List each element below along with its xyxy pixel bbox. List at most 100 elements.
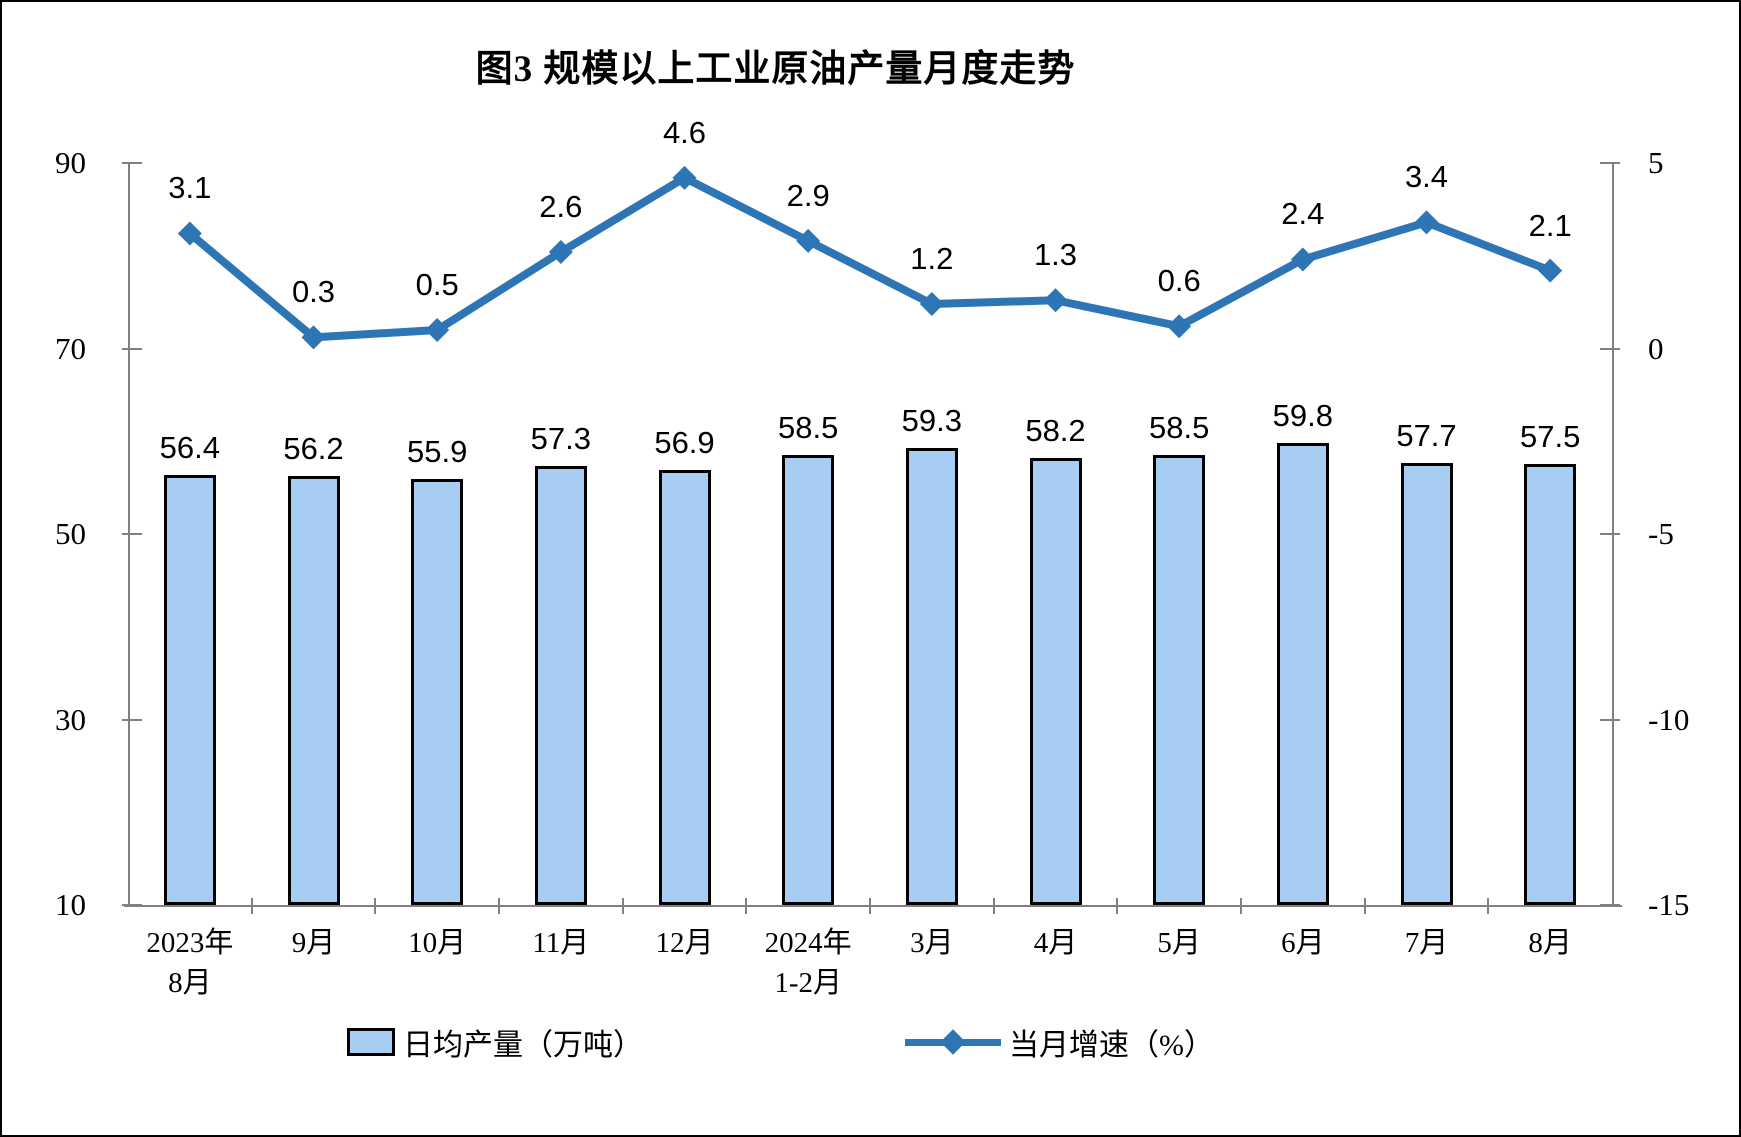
left-axis-tick-label: 50 <box>55 516 86 551</box>
y-axis-left-tick <box>122 718 142 721</box>
x-tick-label-line: 5月 <box>1157 927 1201 959</box>
bar <box>534 466 587 905</box>
line-value-label: 1.2 <box>910 240 954 276</box>
bar <box>1524 464 1577 905</box>
x-tick-label: 12月 <box>605 923 765 963</box>
line-value-label: 4.6 <box>662 114 707 150</box>
bar <box>1153 455 1206 905</box>
x-axis-tick <box>1116 898 1119 914</box>
trend-line <box>185 173 1555 342</box>
bar-value-label: 56.2 <box>283 431 344 467</box>
x-tick-label: 9月 <box>234 923 394 963</box>
x-tick-label-line: 6月 <box>1281 927 1325 959</box>
x-tick-label: 5月 <box>1099 923 1259 963</box>
line-point-marker-icon <box>425 317 450 342</box>
left-axis-tick-label: 70 <box>55 330 86 366</box>
x-tick-label: 7月 <box>1347 923 1507 963</box>
x-axis-tick <box>992 898 995 914</box>
x-tick-label: 11月 <box>481 923 641 963</box>
legend-bar-swatch <box>347 1028 395 1056</box>
bar-value-label: 58.2 <box>1025 412 1086 448</box>
line-value-label: 3.4 <box>1404 159 1449 195</box>
line-point-marker-icon <box>1414 210 1439 235</box>
line-point-marker-icon <box>919 291 944 316</box>
right-axis-tick-label: -10 <box>1648 701 1690 737</box>
bar-value-label: 57.5 <box>1519 419 1581 455</box>
x-tick-label-line: 9月 <box>291 927 336 959</box>
legend-item-bar-series: 日均产量（万吨） <box>347 1014 643 1070</box>
x-tick-label-line: 2023年 <box>146 927 234 959</box>
x-tick-label-line: 3月 <box>910 927 954 959</box>
x-tick-label: 2023年 8月 <box>110 923 270 1003</box>
x-axis-tick <box>250 898 253 914</box>
x-axis-tick <box>745 898 748 914</box>
y-axis-left-tick <box>122 904 142 906</box>
bar <box>1276 443 1329 905</box>
x-tick-label: 6月 <box>1223 923 1383 963</box>
line-value-label: 0.3 <box>291 274 336 310</box>
x-tick-label-line: 12月 <box>655 927 714 959</box>
line-value-label: 0.5 <box>415 266 459 302</box>
legend: 日均产量（万吨） 当月增速（%） <box>2 1014 1739 1074</box>
x-tick-label-line: 1-2月 <box>774 967 842 999</box>
x-axis-tick <box>1487 898 1490 914</box>
bar <box>1400 462 1453 905</box>
line-value-label: 2.1 <box>1528 207 1572 243</box>
right-axis-tick-label: -5 <box>1648 516 1674 551</box>
line-point-marker-icon <box>1167 314 1192 339</box>
x-tick-label-line: 2024年 <box>764 927 852 959</box>
x-axis-tick <box>1363 898 1366 914</box>
bar <box>411 479 464 905</box>
y-axis-right-tick <box>1600 904 1620 906</box>
legend-line-swatch <box>905 1029 1001 1055</box>
bar <box>782 455 835 905</box>
bar-value-label: 56.4 <box>159 429 220 465</box>
x-axis-tick <box>869 898 871 914</box>
line-value-label: 3.1 <box>168 170 212 206</box>
bar-value-label: 58.5 <box>1148 410 1210 446</box>
bar-value-label: 56.9 <box>654 425 715 460</box>
line-value-label: 2.4 <box>1281 196 1325 232</box>
right-axis-tick-label: -15 <box>1648 887 1690 922</box>
x-axis-tick <box>1240 898 1242 914</box>
x-axis <box>124 905 1622 907</box>
legend-line-label: 当月增速（%） <box>1009 1029 1214 1062</box>
line-value-label: 0.6 <box>1157 263 1201 299</box>
x-tick-label: 8月 <box>1470 923 1630 963</box>
line-value-label: 2.9 <box>786 177 830 213</box>
y-axis-left-tick <box>122 162 142 164</box>
legend-item-line-series: 当月增速（%） <box>905 1014 1214 1070</box>
x-tick-label: 10月 <box>357 923 517 963</box>
chart-title: 图3 规模以上工业原油产量月度走势 <box>475 49 1076 90</box>
y-axis-right-tick <box>1600 718 1620 721</box>
bar <box>905 447 958 905</box>
x-tick-label: 2024年 1-2月 <box>728 923 888 1003</box>
line-point-marker-icon <box>1538 258 1563 283</box>
right-axis-tick-label: 5 <box>1648 145 1664 180</box>
x-tick-label-line: 7月 <box>1404 927 1449 959</box>
x-tick-label-line: 8月 <box>168 967 212 999</box>
y-axis-right-tick <box>1600 347 1620 350</box>
x-axis-tick <box>374 898 377 914</box>
line-point-marker-icon <box>548 240 573 265</box>
bar-value-label: 57.3 <box>530 421 591 457</box>
bar <box>287 476 340 905</box>
bar <box>1029 457 1082 905</box>
y-axis-left-tick <box>122 347 142 350</box>
x-tick-label-line: 4月 <box>1033 927 1078 959</box>
left-axis-tick-label: 30 <box>55 701 86 737</box>
line-value-label: 1.3 <box>1033 237 1078 273</box>
x-tick-label: 3月 <box>852 923 1012 963</box>
line-point-marker-icon <box>672 165 697 190</box>
legend-bar-label: 日均产量（万吨） <box>403 1029 643 1062</box>
line-point-marker-icon <box>1290 247 1315 272</box>
y-axis-right-tick <box>1600 162 1620 164</box>
bar <box>163 474 216 905</box>
x-axis-tick <box>621 898 624 914</box>
bar-value-label: 55.9 <box>406 434 468 470</box>
bar-value-label: 59.8 <box>1272 398 1333 434</box>
bar-value-label: 58.5 <box>777 410 839 446</box>
bar <box>658 470 711 905</box>
